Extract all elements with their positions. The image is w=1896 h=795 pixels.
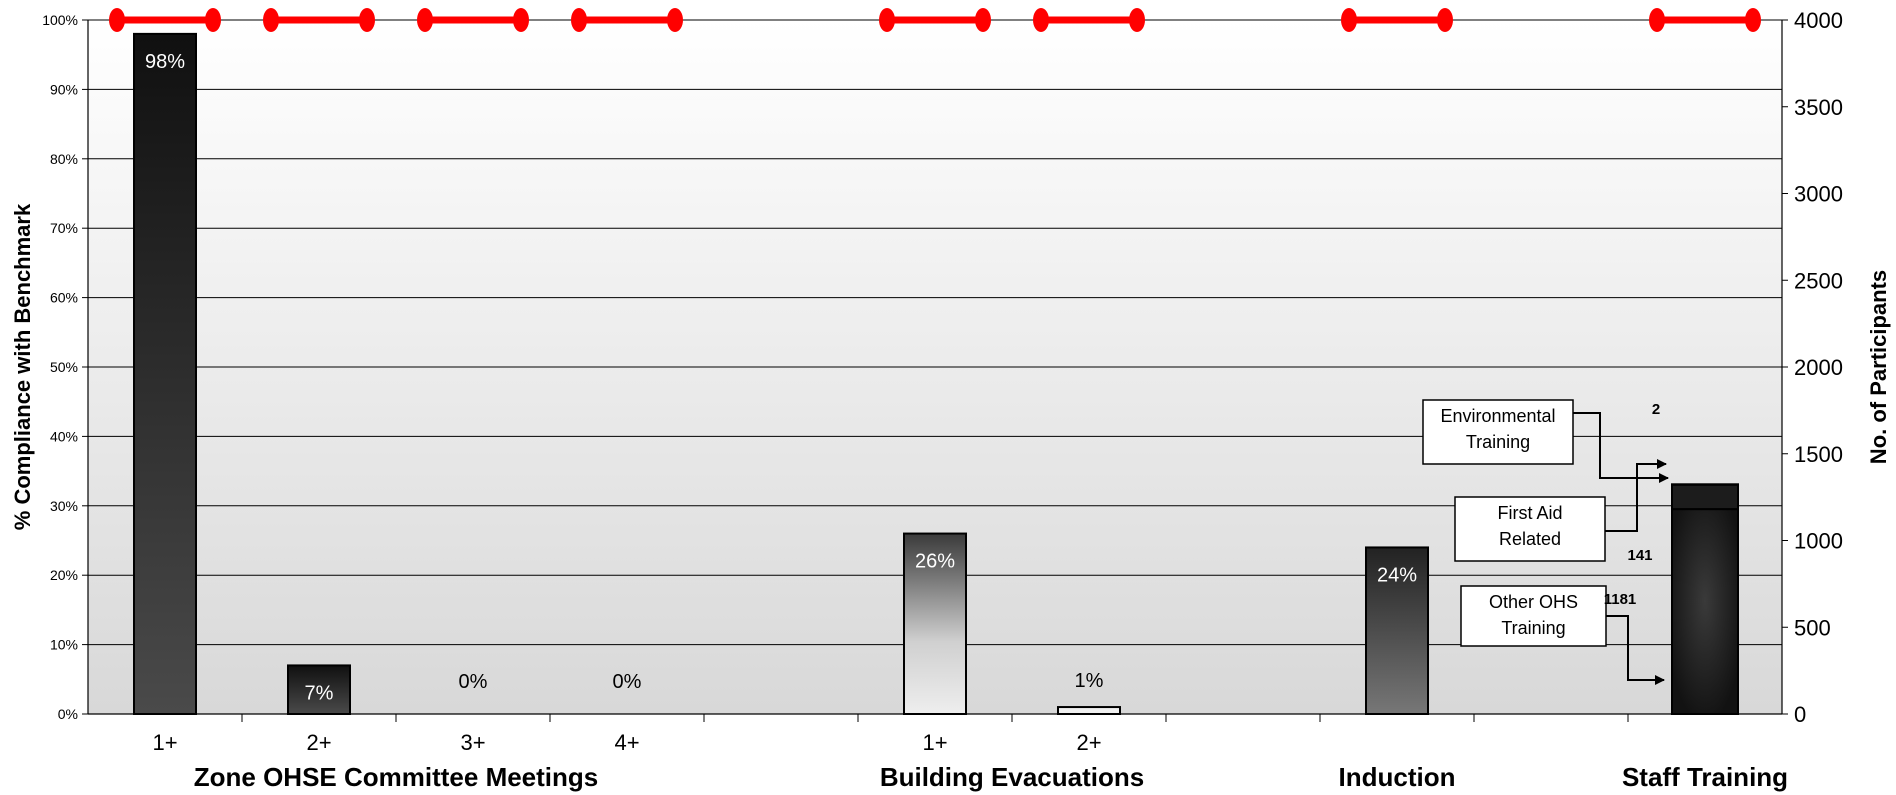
axes-layer: 0%10%20%30%40%50%60%70%80%90%100%0500100…	[10, 8, 1891, 727]
right-tick-label: 2000	[1794, 355, 1843, 380]
callout-text: Environmental	[1440, 406, 1555, 426]
callout-value: 141	[1627, 547, 1652, 564]
benchmark-cap	[109, 8, 125, 32]
data-label: 24%	[1377, 564, 1417, 586]
right-tick-label: 2500	[1794, 268, 1843, 293]
callout-text: Other OHS	[1489, 592, 1578, 612]
benchmark-cap	[667, 8, 683, 32]
bar	[903, 532, 967, 715]
right-axis-title: No. of Participants	[1866, 270, 1891, 464]
benchmark-line	[109, 8, 1761, 32]
category-label: 2+	[306, 730, 331, 755]
category-label: 1+	[922, 730, 947, 755]
benchmark-cap	[263, 8, 279, 32]
data-label: 26%	[915, 551, 955, 573]
benchmark-cap	[1033, 8, 1049, 32]
callout-arrow	[1606, 615, 1665, 685]
callout-text: Training	[1466, 432, 1530, 452]
left-tick-label: 10%	[50, 637, 78, 653]
left-tick-label: 90%	[50, 81, 78, 97]
right-tick-label: 1000	[1794, 529, 1843, 554]
callouts-layer: Environmental Training 2 First Aid Related 14…	[1422, 399, 1669, 685]
left-tick-label: 60%	[50, 290, 78, 306]
benchmark-cap	[1129, 8, 1145, 32]
callout-arrow	[1573, 412, 1669, 483]
left-tick-label: 20%	[50, 567, 78, 583]
group-label: Induction	[1339, 762, 1456, 792]
group-label: Building Evacuations	[880, 762, 1144, 792]
right-tick-label: 3500	[1794, 95, 1843, 120]
category-label: 2+	[1076, 730, 1101, 755]
right-tick-label: 3000	[1794, 182, 1843, 207]
callout-box	[1422, 399, 1574, 465]
callout-box	[1460, 585, 1607, 647]
benchmark-cap	[1745, 8, 1761, 32]
category-label: 1+	[152, 730, 177, 755]
callout-text: Training	[1501, 618, 1565, 638]
data-label: 0%	[613, 671, 642, 693]
data-label: 98%	[145, 51, 185, 73]
benchmark-cap	[1341, 8, 1357, 32]
left-tick-label: 50%	[50, 359, 78, 375]
callout-text: Related	[1499, 529, 1561, 549]
staff-training-stack	[1671, 483, 1739, 715]
category-label: 3+	[460, 730, 485, 755]
callout-arrow	[1605, 459, 1667, 532]
right-tick-label: 4000	[1794, 8, 1843, 33]
bars-layer	[133, 32, 1429, 715]
benchmark-cap	[975, 8, 991, 32]
benchmark-cap	[359, 8, 375, 32]
data-label: 1%	[1075, 670, 1104, 692]
left-tick-label: 40%	[50, 428, 78, 444]
data-label: 0%	[459, 671, 488, 693]
right-tick-label: 1500	[1794, 442, 1843, 467]
benchmark-cap	[1649, 8, 1665, 32]
bar	[287, 664, 351, 715]
callout-value: 2	[1652, 401, 1660, 418]
stack-segment	[1671, 508, 1739, 715]
bar	[1365, 546, 1429, 715]
left-axis-title: % Compliance with Benchmark	[10, 203, 35, 530]
benchmark-cap	[513, 8, 529, 32]
callout-value: 1181	[1604, 591, 1637, 608]
benchmark-cap	[571, 8, 587, 32]
stack-segment	[1671, 483, 1739, 511]
left-tick-label: 80%	[50, 151, 78, 167]
group-label: Zone OHSE Committee Meetings	[194, 762, 599, 792]
callout-text: First Aid	[1497, 503, 1562, 523]
left-tick-label: 0%	[58, 706, 78, 722]
benchmark-cap	[1437, 8, 1453, 32]
stack-segment	[1671, 483, 1739, 486]
category-label: 4+	[614, 730, 639, 755]
labels-layer: 98% 1+ 7% 2+ 0% 3+ 0% 4+ 26% 1+ 1% 2+ 24% Zone OHSE C…	[145, 51, 1788, 792]
bar	[1057, 706, 1121, 715]
left-tick-label: 70%	[50, 220, 78, 236]
right-tick-label: 500	[1794, 615, 1831, 640]
bar	[133, 32, 197, 715]
right-tick-label: 0	[1794, 702, 1806, 727]
left-tick-label: 100%	[42, 12, 78, 28]
benchmark-cap	[879, 8, 895, 32]
benchmark-cap	[205, 8, 221, 32]
callout-box	[1454, 496, 1606, 562]
group-label: Staff Training	[1622, 762, 1788, 792]
benchmark-cap	[417, 8, 433, 32]
left-tick-label: 30%	[50, 498, 78, 514]
data-label: 7%	[305, 682, 334, 704]
